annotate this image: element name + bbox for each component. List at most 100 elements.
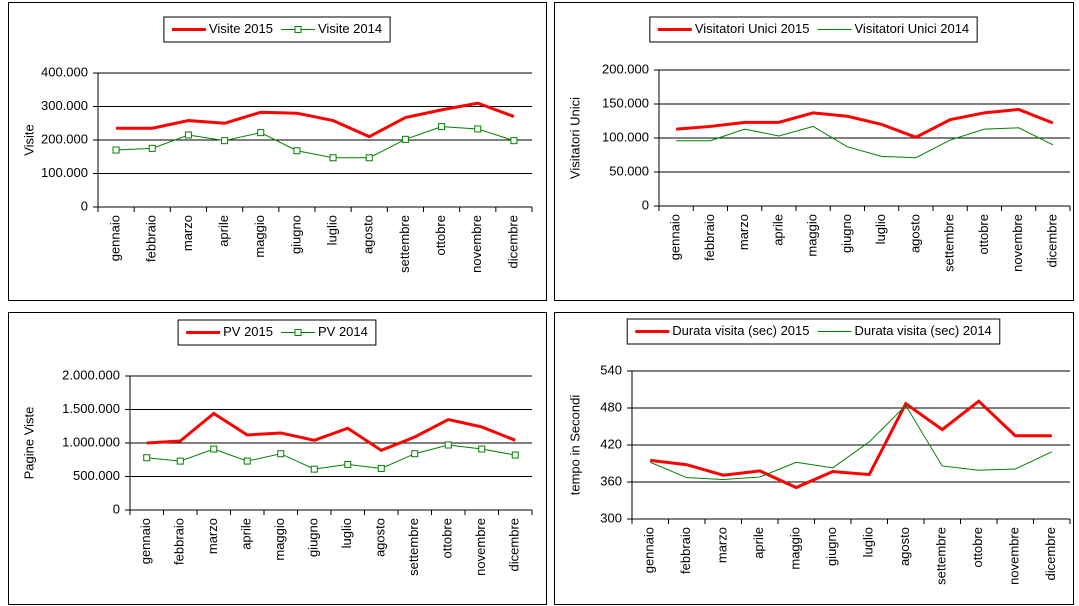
x-tick-label: ottobre [433,215,448,255]
marker [365,154,373,162]
marker [184,131,192,139]
x-tick-label: maggio [272,518,287,561]
x-tick-label: marzo [736,214,751,250]
x-tick-label: aprile [751,527,766,559]
marker [329,154,337,162]
x-tick-label: settembre [397,215,412,273]
y-tick-label: 2.000.000 [62,367,120,382]
x-tick-label: settembre [406,518,421,576]
x-tick-label: novembre [473,518,488,576]
y-tick-label: 400.000 [41,64,88,79]
legend: Durata visita (sec) 2015 Durata visita (s… [626,318,1001,345]
x-tick-label: giugno [839,214,854,253]
marker [293,147,301,155]
legend-marker [294,26,302,33]
x-tick-label: dicembre [507,518,522,571]
y-tick-label: 50.000 [609,163,649,178]
x-tick-label: agosto [361,215,376,254]
x-tick-label: gennaio [668,214,683,260]
marker [112,146,120,154]
marker [344,460,352,468]
x-tick-label: novembre [1007,527,1022,585]
marker [444,441,452,449]
y-axis-title: Visitatori Unici [567,97,582,179]
x-tick-label: luglio [325,215,340,245]
x-tick-label: febbraio [172,518,187,565]
x-tick-label: maggio [805,214,820,257]
marker [257,129,265,137]
series-line [146,444,516,470]
series-line [676,125,1054,159]
x-tick-label: giugno [288,215,303,254]
y-tick-label: 300 [600,510,622,525]
x-tick-label: marzo [180,215,195,251]
x-tick-label: gennaio [108,215,123,261]
marker [401,135,409,143]
legend-label: PV 2014 [318,324,368,339]
x-tick-label: luglio [873,214,888,244]
series-line [146,411,516,453]
marker [474,125,482,133]
legend-box [626,318,1001,345]
panel [554,312,1074,605]
legend: PV 2015 PV 2014 [177,319,377,346]
legend-label: PV 2015 [223,324,273,339]
x-tick-label: dicembre [1043,527,1058,580]
marker [411,450,419,458]
x-tick-label: aprile [770,214,785,246]
x-tick-label: agosto [897,527,912,566]
legend-label: Visitatori Unici 2014 [855,21,970,36]
y-tick-label: 360 [600,473,622,488]
x-tick-label: marzo [715,527,730,563]
legend-label: Visitatori Unici 2015 [695,21,810,36]
marker [377,464,385,472]
x-tick-label: giugno [824,527,839,566]
legend: Visitatori Unici 2015 Visitatori Unici 20… [649,16,978,43]
y-tick-label: 1.500.000 [62,401,120,416]
y-axis-title: Pagine Viste [21,407,36,480]
y-tick-label: 300.000 [41,98,88,113]
x-tick-label: ottobre [440,518,455,558]
marker [511,451,519,459]
x-tick-label: ottobre [970,527,985,567]
x-tick-label: dicembre [1044,214,1059,267]
x-tick-label: agosto [907,214,922,253]
x-tick-label: luglio [861,527,876,557]
marker [438,123,446,131]
x-tick-label: settembre [934,527,949,585]
y-tick-label: 200.000 [602,61,649,76]
marker [143,454,151,462]
x-tick-label: aprile [216,215,231,247]
legend-label: Durata visita (sec) 2015 [672,323,809,338]
marker [148,144,156,152]
marker [478,445,486,453]
marker [277,450,285,458]
panel [554,2,1074,301]
y-tick-label: 100.000 [41,165,88,180]
series-line [676,107,1054,139]
x-tick-label: agosto [373,518,388,557]
y-tick-label: 1.000.000 [62,434,120,449]
x-tick-label: novembre [469,215,484,273]
panel [8,2,547,301]
y-tick-label: 150.000 [602,95,649,110]
x-tick-label: dicembre [505,215,520,268]
y-tick-label: 0 [642,197,649,212]
legend: Visite 2015 Visite 2014 [163,16,391,43]
series-line [650,404,1052,481]
legend-label: Visite 2015 [209,21,273,36]
series-line [116,101,515,139]
x-tick-label: gennaio [138,518,153,564]
x-tick-label: febbraio [702,214,717,261]
y-tick-label: 0 [81,198,88,213]
legend-label: Durata visita (sec) 2014 [855,323,992,338]
x-tick-label: aprile [239,518,254,550]
y-tick-label: 100.000 [602,129,649,144]
y-axis-title: Visite [21,124,36,156]
x-tick-label: maggio [252,215,267,258]
x-tick-label: gennaio [642,527,657,573]
y-tick-label: 500.000 [73,468,120,483]
x-tick-label: ottobre [976,214,991,254]
legend-box [649,16,978,43]
